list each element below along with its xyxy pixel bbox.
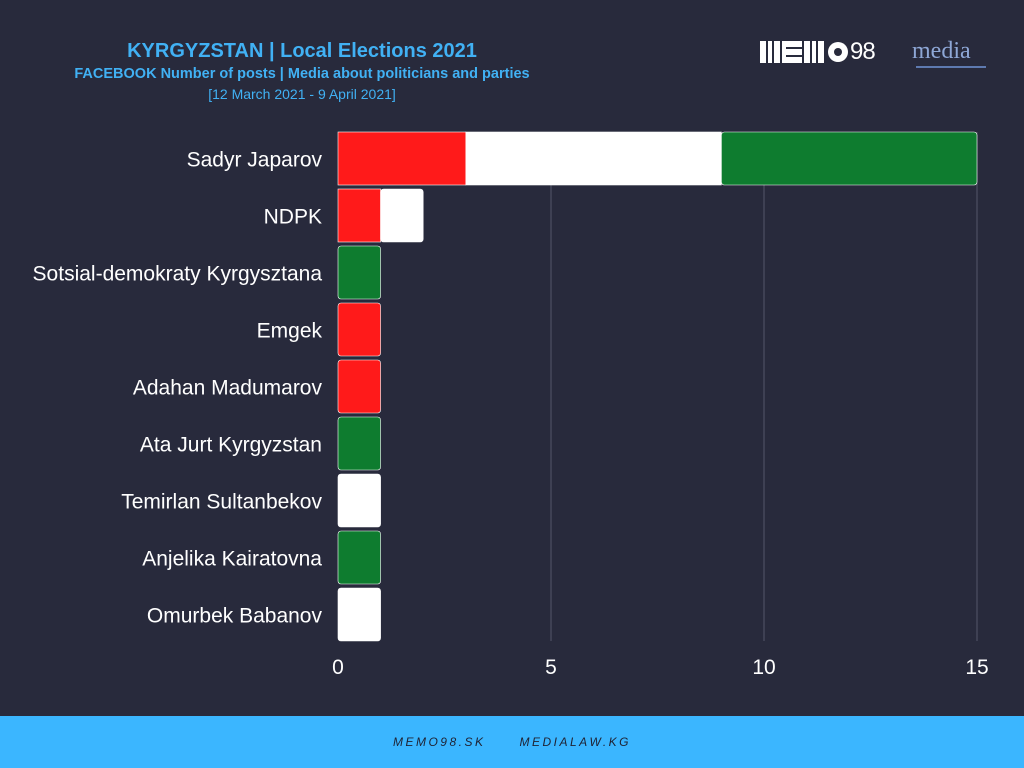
category-label: Adahan Madumarov [133, 377, 323, 400]
x-tick-label: 5 [545, 656, 557, 679]
footer-link-medialaw[interactable]: MEDIALAW.KG [519, 735, 632, 749]
memo98-logo: 98 [760, 38, 876, 66]
x-tick-label: 15 [965, 656, 988, 679]
bar-segment [380, 188, 424, 243]
bar-segment [337, 359, 381, 414]
media-logo-word: media [912, 38, 971, 64]
bar-segment [337, 302, 381, 357]
bar-segment [337, 587, 381, 642]
footer-bar: MEMO98.SK MEDIALAW.KG [0, 716, 1024, 768]
chart-header: KYRGYZSTAN | Local Elections 2021 FACEBO… [0, 38, 604, 104]
media-logo: media [910, 28, 996, 78]
category-label: Omurbek Babanov [147, 605, 323, 628]
memo98-logo-number: 98 [850, 38, 876, 65]
category-label: Anjelika Kairatovna [142, 548, 322, 571]
bar-segment [337, 416, 381, 471]
bar-segment [465, 131, 722, 186]
chart-title: KYRGYZSTAN | Local Elections 2021 [127, 40, 477, 62]
bar-segment [337, 188, 381, 243]
bar-segment [721, 131, 978, 186]
category-label: Temirlan Sultanbekov [121, 491, 322, 514]
chart-subtitle: FACEBOOK Number of posts | Media about p… [74, 66, 530, 82]
category-label: NDPK [264, 206, 322, 229]
category-label: Sotsial-demokraty Kyrgysztana [33, 263, 323, 286]
x-tick-label: 10 [752, 656, 775, 679]
logos: 98 media [760, 28, 1000, 82]
bar-segment [337, 473, 381, 528]
bar-segment [337, 131, 467, 186]
bar-segment [337, 530, 381, 585]
category-label: Ata Jurt Kyrgyzstan [140, 434, 322, 457]
bar-segment [337, 245, 381, 300]
x-tick-label: 0 [332, 656, 344, 679]
date-range: [12 March 2021 - 9 April 2021] [208, 86, 396, 102]
stacked-bar-chart: Sadyr Japarov NDPK Sotsial-demokraty Kyrgy… [33, 131, 989, 679]
footer-link-memo98[interactable]: MEMO98.SK [392, 735, 486, 749]
category-label: Emgek [257, 320, 323, 343]
category-label: Sadyr Japarov [187, 149, 323, 172]
